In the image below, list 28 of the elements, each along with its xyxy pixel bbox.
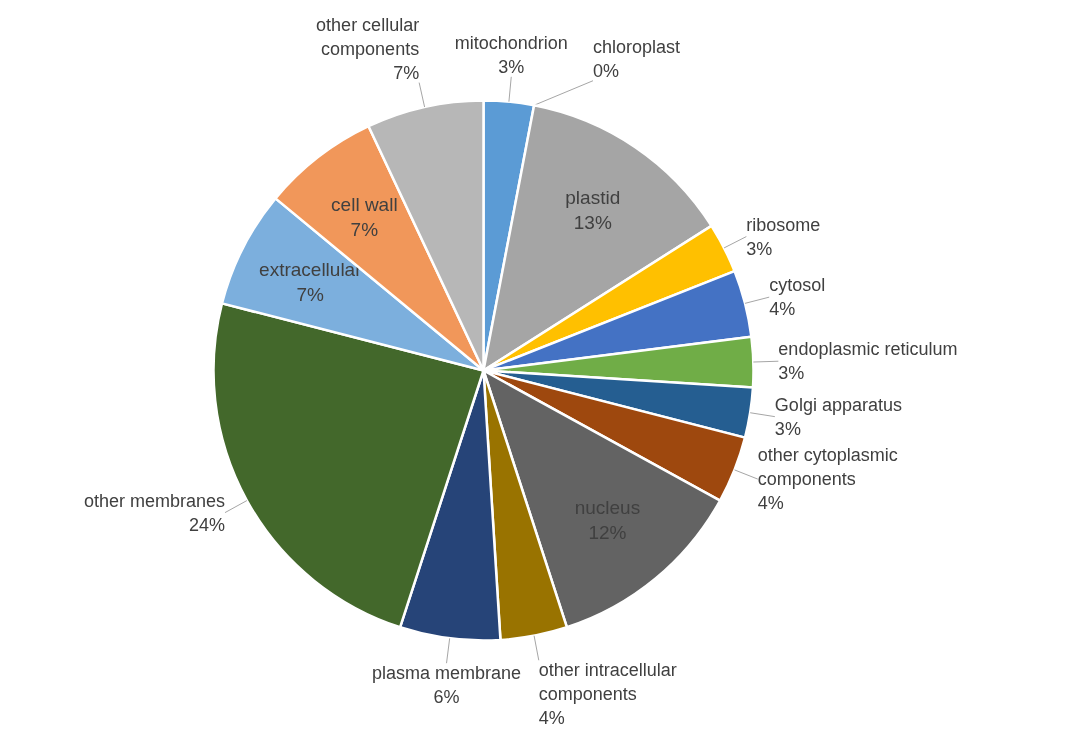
- category-label: chloroplast: [593, 36, 681, 57]
- data-label: 3%: [774, 418, 801, 439]
- data-label: 24%: [188, 514, 225, 535]
- slice-label: endoplasmic reticulum: [778, 339, 958, 360]
- data-label: 7%: [393, 62, 420, 83]
- slice-label: Golgi apparatus: [774, 394, 902, 415]
- data-label: 4%: [757, 493, 784, 514]
- slice-label: plastid: [565, 186, 621, 208]
- data-label: 3%: [498, 56, 525, 77]
- slice-label: plasma membrane: [372, 663, 522, 684]
- data-label: 6%: [433, 687, 460, 708]
- data-label: 3%: [778, 363, 805, 384]
- slice-label: other membranes: [83, 490, 225, 511]
- data-label: 7%: [350, 218, 379, 240]
- slice-label: other intracellular components: [538, 660, 677, 705]
- slice-label: mitochondrion: [454, 32, 568, 53]
- text: 0%: [593, 60, 620, 81]
- slice-label: cell wall: [331, 193, 398, 215]
- data-label: 4%: [538, 708, 565, 729]
- slice-label: other cellular components: [316, 14, 420, 59]
- data-label: 3%: [746, 238, 773, 259]
- data-label: 7%: [296, 284, 325, 306]
- slice-label: cytosol: [769, 275, 826, 296]
- data-label: 13%: [573, 211, 612, 233]
- slice-label: ribosome: [746, 214, 821, 235]
- slice-label: extracellular: [259, 259, 363, 281]
- data-label: 4%: [769, 299, 796, 320]
- slice-label: other cytoplasmic components: [757, 445, 898, 490]
